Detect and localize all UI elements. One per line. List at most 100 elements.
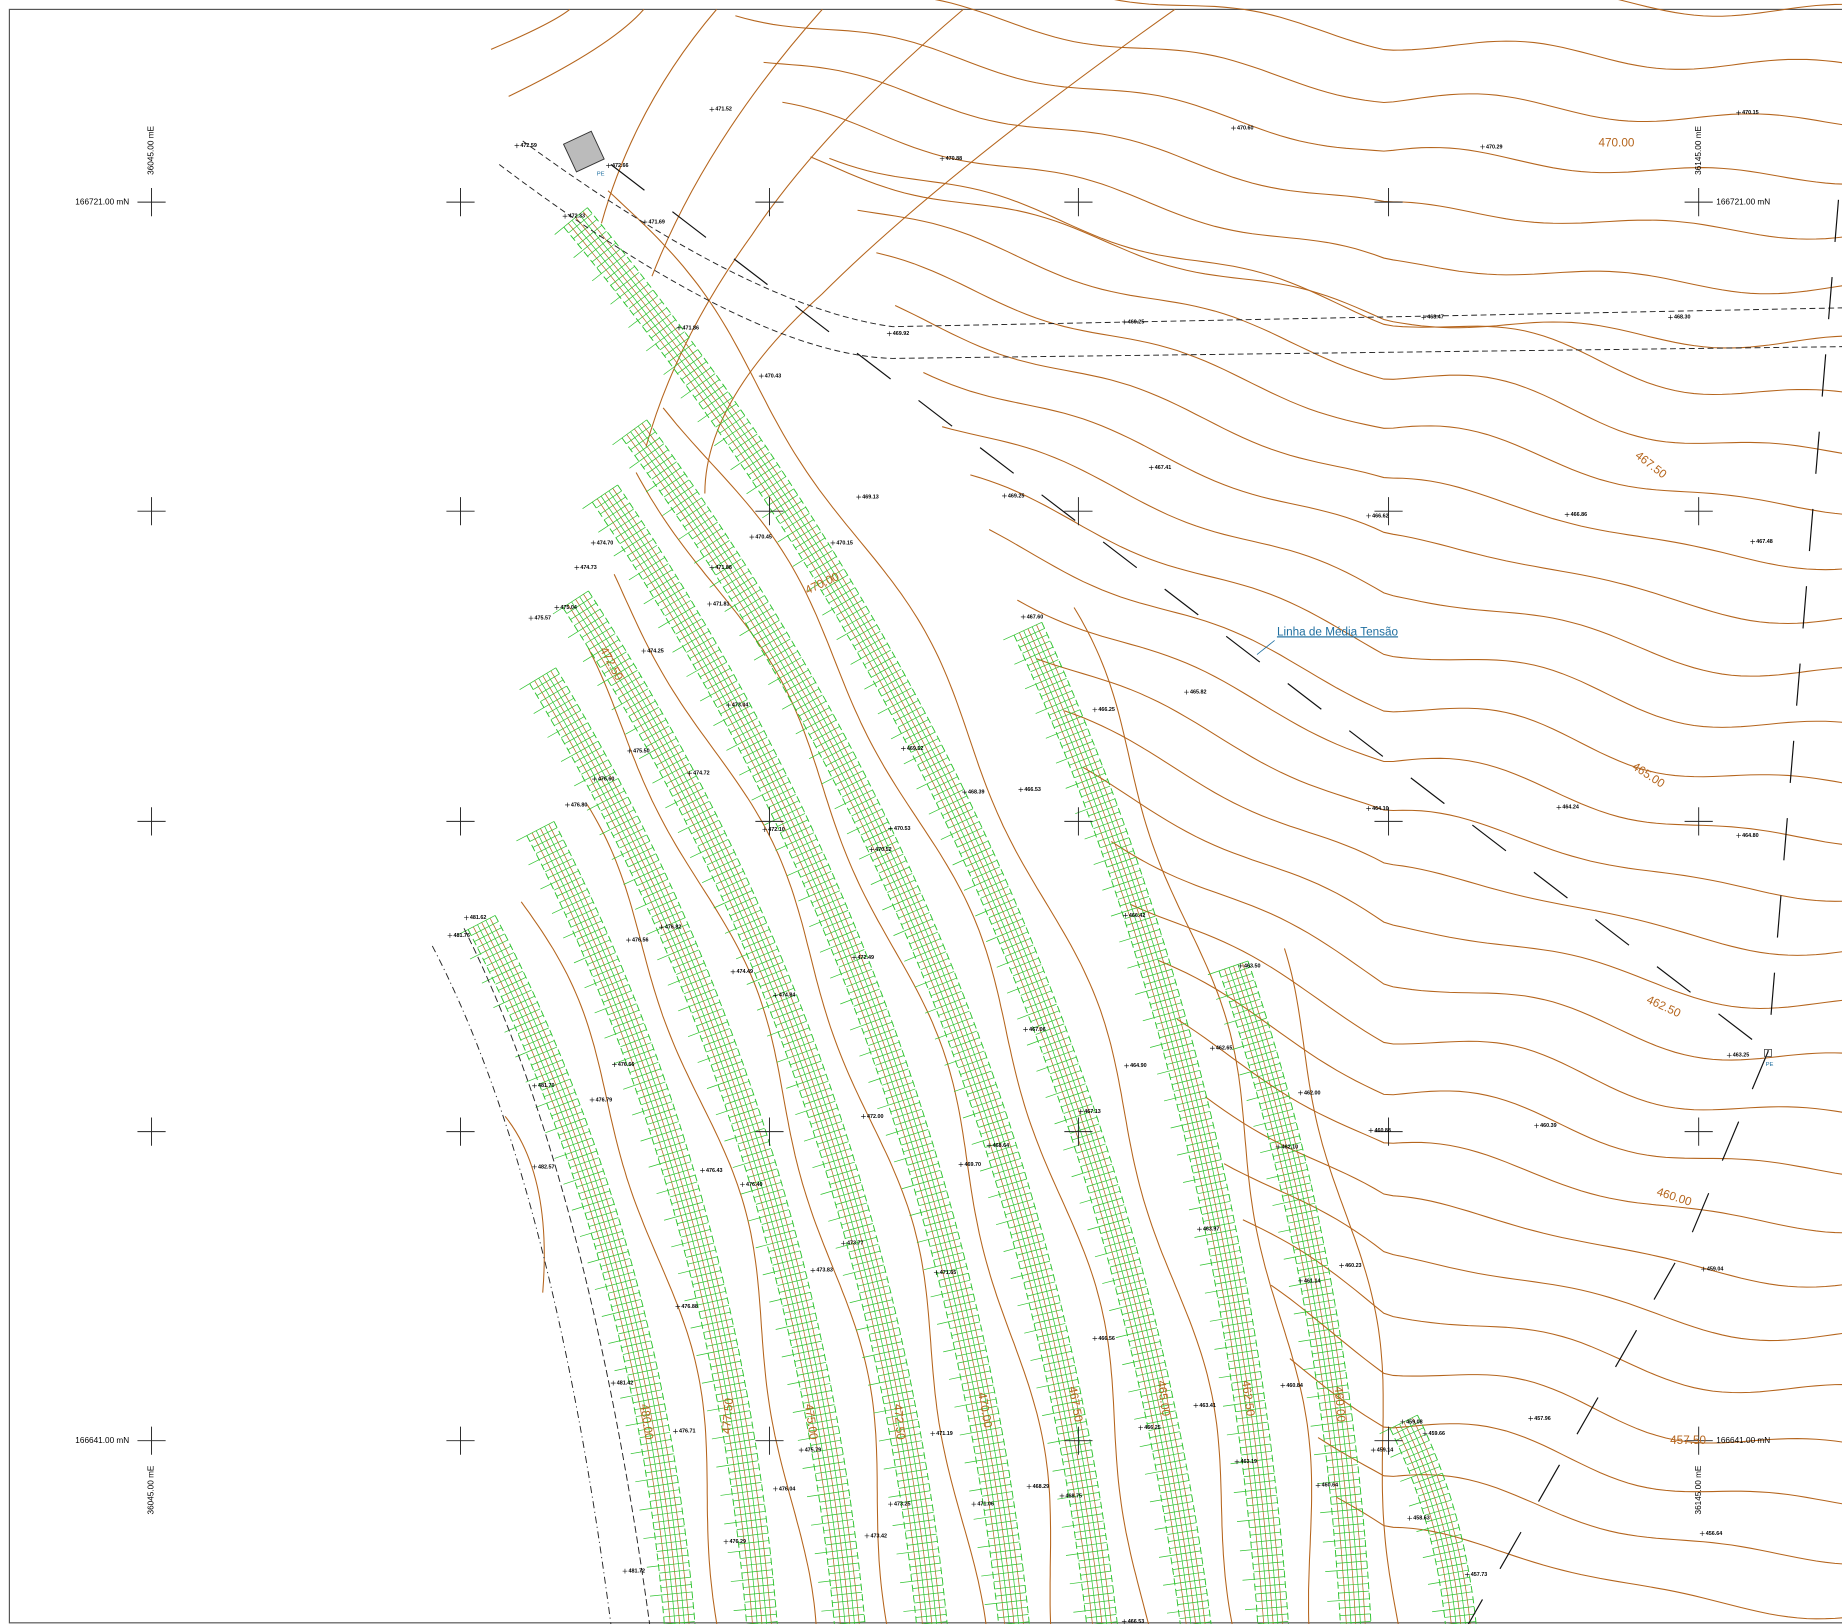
contour-line <box>970 474 1842 728</box>
spot-height: 476.88 <box>681 1304 697 1310</box>
spot-height: 462.00 <box>1304 1090 1320 1096</box>
spot-marker <box>1370 1447 1376 1453</box>
spot-marker <box>641 648 647 654</box>
spot-marker <box>610 1380 616 1386</box>
spot-height: 470.45 <box>755 534 771 540</box>
terrace-line <box>600 495 1010 1624</box>
spot-height: 471.69 <box>648 220 664 226</box>
spot-height: 471.52 <box>715 107 731 113</box>
easting-label: 36045.00 mE <box>147 125 156 174</box>
power-line <box>1467 199 1840 1624</box>
building <box>562 130 605 173</box>
spot-height: 472.49 <box>858 955 874 961</box>
terrace-line <box>578 214 1201 1624</box>
spot-height: 476.71 <box>679 1429 695 1435</box>
contour-label: 475.00 <box>802 1403 820 1441</box>
contour-line <box>1073 607 1313 1624</box>
contour-line <box>1176 1018 1842 1234</box>
spot-height: 474.72 <box>693 771 709 777</box>
spot-height: 482.57 <box>538 1164 554 1170</box>
terrace-line <box>1031 626 1279 1624</box>
spot-height: 470.29 <box>1486 144 1502 150</box>
contour-line <box>645 8 964 447</box>
terrace-edge <box>529 683 835 1624</box>
contour-line <box>504 1116 545 1293</box>
leader <box>1256 640 1275 655</box>
spot-marker <box>1421 314 1427 320</box>
terrace-contour <box>489 917 690 1624</box>
spot-height: 471.81 <box>713 601 729 607</box>
spot-marker <box>939 156 945 161</box>
spot-marker <box>1528 1416 1534 1421</box>
spot-marker <box>725 702 731 708</box>
spot-marker <box>1298 1090 1303 1096</box>
spot-marker <box>676 325 682 331</box>
spot-height: 466.56 <box>1098 1336 1114 1342</box>
spot-height: 472.10 <box>768 827 784 833</box>
terrace-contour <box>1403 1421 1462 1624</box>
spot-height: 476.66 <box>618 1062 634 1068</box>
terrace-contour <box>634 428 1103 1624</box>
terrace-hatch <box>516 821 778 1624</box>
contour-line <box>829 157 1842 396</box>
spot-marker <box>464 915 469 921</box>
spot-height: 473.25 <box>894 1502 910 1508</box>
annotation: Linha de Média Tensão <box>1277 625 1399 638</box>
spot-marker <box>562 213 568 219</box>
contour-line <box>934 0 1842 126</box>
terrace-line <box>485 920 685 1624</box>
contour-label: 470.00 <box>975 1391 994 1429</box>
spot-marker <box>1121 319 1127 325</box>
contour-line <box>1617 0 1842 17</box>
terrace-contour <box>1036 624 1283 1624</box>
contour-label: 462.50 <box>1239 1380 1257 1418</box>
grid-cross <box>446 497 475 526</box>
spot-marker <box>841 1240 846 1246</box>
contour-line <box>988 529 1842 784</box>
contour-line <box>1035 658 1842 902</box>
spot-height: 471.19 <box>936 1431 952 1437</box>
grid-cross <box>755 188 784 217</box>
spot-marker <box>590 540 596 546</box>
terrace-line <box>571 601 928 1624</box>
contour-line <box>763 61 1842 240</box>
terrace-line <box>1023 630 1269 1624</box>
spot-marker <box>709 565 715 570</box>
contour-line <box>782 101 1842 295</box>
spot-marker <box>1231 125 1236 131</box>
spot-height: 481.62 <box>470 915 486 921</box>
grid-cross <box>755 807 784 836</box>
grid-cross <box>1064 1426 1093 1455</box>
contour-line <box>1064 710 1842 956</box>
spot-height: 456.64 <box>1706 1531 1722 1537</box>
terraces <box>457 207 1477 1624</box>
spot-height: 473.83 <box>816 1268 832 1274</box>
spot-height: 481.42 <box>617 1381 633 1387</box>
spot-height: 461.14 <box>1304 1278 1320 1284</box>
easting-label: 36145.00 mE <box>1694 1465 1703 1514</box>
spot-height: 463.25 <box>1733 1053 1749 1059</box>
spot-height: 472.66 <box>612 163 628 169</box>
contour-line <box>1114 0 1842 70</box>
spot-marker <box>1123 913 1128 918</box>
contour-label: 460.00 <box>1332 1386 1348 1423</box>
contour-line <box>1336 1496 1842 1620</box>
spot-height: 475.79 <box>805 1448 821 1454</box>
spot-marker <box>971 1501 977 1507</box>
contour-label: 470.00 <box>1598 136 1634 149</box>
spot-marker <box>962 789 967 795</box>
spot-height: 476.04 <box>779 1486 795 1492</box>
terrace-contour <box>540 828 763 1624</box>
grid: 166721.00 mN 166721.00 mN 166641.00 mN 1… <box>75 125 1770 1514</box>
northing-label: 166721.00 mN <box>75 197 129 206</box>
contour-label: 467.50 <box>1066 1385 1085 1423</box>
terrace-contour <box>481 922 681 1624</box>
spot-height: 466.53 <box>1024 787 1040 793</box>
spot-marker <box>1124 1063 1129 1069</box>
spot-height: 474.73 <box>580 565 596 571</box>
terrace-edge <box>621 437 1088 1624</box>
spot-marker <box>1668 314 1673 320</box>
terrace-hatch <box>1379 1414 1476 1624</box>
contour-line <box>520 901 718 1624</box>
